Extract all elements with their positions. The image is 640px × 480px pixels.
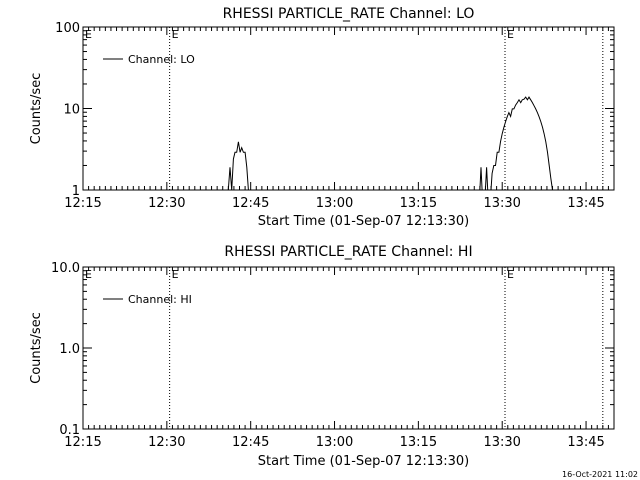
event-marker-label: E	[172, 268, 179, 281]
y-axis-label: Counts/sec	[29, 73, 44, 145]
y-axis-label: Counts/sec	[29, 312, 44, 384]
x-tick-label: 12:45	[232, 435, 269, 450]
plot-frame	[82, 26, 615, 191]
plot-timestamp: 16-Oct-2021 11:02	[562, 470, 638, 479]
x-tick-label: 12:15	[64, 196, 101, 211]
x-tick-label: 13:45	[567, 435, 604, 450]
x-tick-label: 13:30	[483, 435, 520, 450]
x-tick-label: 13:30	[483, 196, 520, 211]
x-tick-label: 13:00	[316, 196, 353, 211]
event-marker-label: E	[507, 28, 514, 41]
x-axis-label: Start Time (01-Sep-07 12:13:30)	[258, 214, 469, 229]
x-axis-label: Start Time (01-Sep-07 12:13:30)	[258, 454, 469, 469]
y-tick-label: 1	[72, 184, 80, 199]
event-marker-label-left: E	[85, 268, 92, 281]
y-tick-label: 1.0	[59, 342, 80, 357]
x-tick-label: 13:45	[567, 196, 604, 211]
x-tick-label: 12:30	[148, 435, 185, 450]
x-tick-label: 13:15	[400, 435, 437, 450]
y-tick-label: 0.1	[59, 423, 80, 438]
x-tick-label: 12:30	[148, 196, 185, 211]
legend-label: Channel: LO	[128, 53, 195, 66]
chart-title: RHESSI PARTICLE_RATE Channel: HI	[224, 244, 472, 260]
legend-label: Channel: HI	[128, 293, 192, 306]
series-line-1	[227, 96, 553, 191]
chart-panel-2: RHESSI PARTICLE_RATE Channel: HI 12:15 12:…	[29, 244, 615, 469]
plot-frame	[82, 266, 615, 430]
chart-panel-1: RHESSI PARTICLE_RATE Channel: LO 12:15 12:…	[29, 6, 615, 229]
x-tick-label: 13:00	[316, 435, 353, 450]
chart-title: RHESSI PARTICLE_RATE Channel: LO	[223, 6, 475, 22]
x-tick-label: 12:45	[232, 196, 269, 211]
event-marker-label: E	[507, 268, 514, 281]
x-tick-label: 12:15	[64, 435, 101, 450]
y-tick-label: 10.0	[51, 261, 80, 276]
y-tick-label: 100	[55, 21, 80, 36]
event-marker-label-left: E	[85, 28, 92, 41]
x-tick-label: 13:15	[400, 196, 437, 211]
y-tick-label: 10	[63, 103, 80, 118]
event-marker-label: E	[172, 28, 179, 41]
